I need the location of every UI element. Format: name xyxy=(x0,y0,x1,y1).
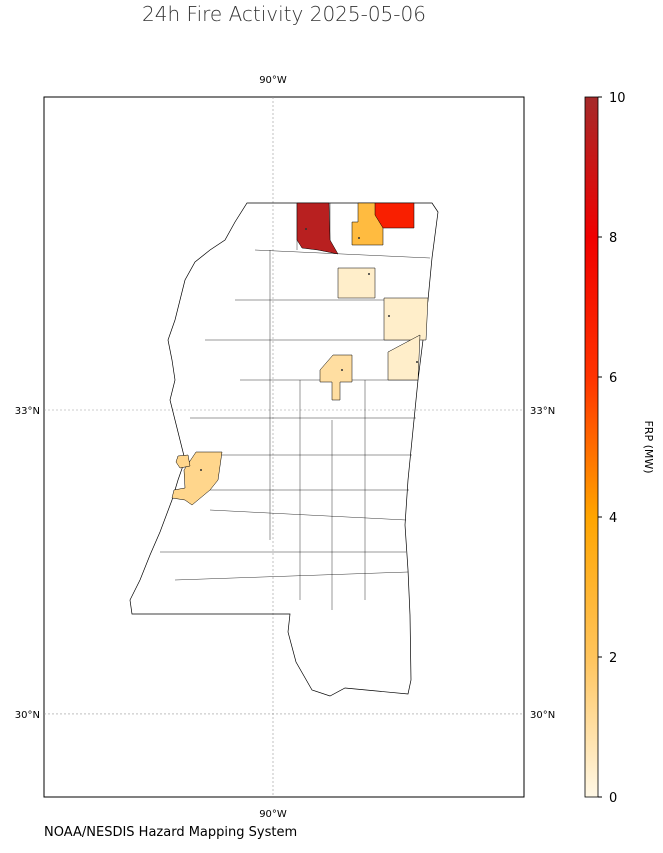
fire-point xyxy=(388,315,390,317)
lat-label: 30°N xyxy=(530,710,555,721)
lat-label: 33°N xyxy=(15,406,40,417)
fire-point xyxy=(416,361,418,363)
lat-label: 30°N xyxy=(15,710,40,721)
fire-point xyxy=(368,273,370,275)
fire-county xyxy=(296,202,339,255)
fire-county xyxy=(374,202,415,229)
lon-label: 90°W xyxy=(259,75,287,86)
colorbar-label: FRP (MW) xyxy=(642,420,655,473)
fire-point xyxy=(305,228,307,230)
colorbar-tick-label: 6 xyxy=(609,371,617,386)
lon-label: 90°W xyxy=(259,809,287,820)
colorbar-tick-label: 10 xyxy=(609,91,626,106)
colorbar-tick-label: 4 xyxy=(609,511,617,526)
county-line xyxy=(174,571,409,581)
lat-label: 33°N xyxy=(530,406,555,417)
state-outline xyxy=(129,202,439,697)
map-layers: 90°W 90°W 33°N 33°N 30°N 30°N 0 2 4 6 8 10 FRP (MW) xyxy=(15,75,655,820)
fire-county xyxy=(383,297,429,341)
fire-county xyxy=(171,451,223,506)
colorbar-tick-label: 0 xyxy=(609,791,617,806)
fire-county xyxy=(337,267,376,299)
title: 24h Fire Activity 2025-05-06 xyxy=(142,2,426,26)
fire-county xyxy=(387,334,421,381)
colorbar xyxy=(584,96,599,798)
fire-county xyxy=(175,454,191,469)
county-line xyxy=(254,249,431,259)
fire-county xyxy=(319,354,353,401)
colorbar-tick-label: 2 xyxy=(609,651,617,666)
fire-point xyxy=(200,469,202,471)
fire-point xyxy=(341,369,343,371)
fire-point xyxy=(358,237,360,239)
map-frame xyxy=(43,96,525,798)
county-line xyxy=(209,509,407,521)
footer: NOAA/NESDIS Hazard Mapping System xyxy=(44,825,297,840)
colorbar-tick-label: 8 xyxy=(609,231,617,246)
